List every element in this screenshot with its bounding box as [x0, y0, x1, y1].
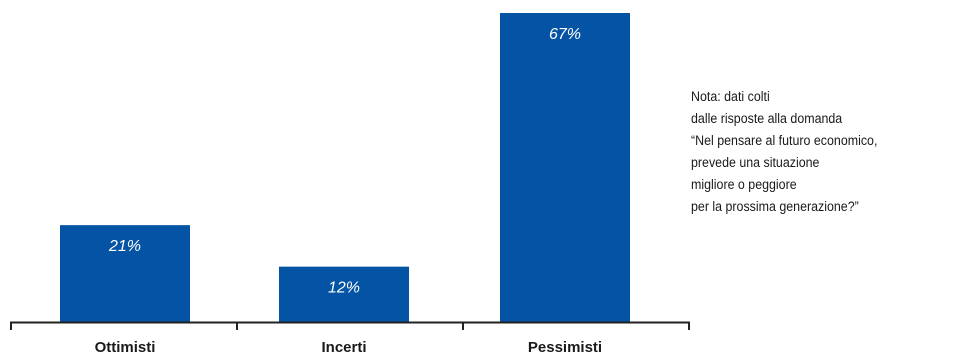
x-tick-label: Ottimisti [95, 339, 156, 356]
bars [60, 13, 630, 322]
note-line: per la prossima generazione?” [691, 199, 859, 214]
data-label: 12% [328, 280, 360, 297]
note-line: migliore o peggiore [691, 177, 797, 192]
bar-ottimisti [60, 225, 190, 322]
note-line: dalle risposte alla domanda [691, 111, 843, 126]
x-tick-label: Incerti [321, 339, 366, 356]
data-label: 21% [108, 238, 141, 255]
bar-incerti [279, 266, 409, 322]
x-tick-label: Pessimisti [528, 339, 602, 356]
data-label: 67% [549, 26, 581, 43]
x-axis-tick-labels: Ottimisti Incerti Pessimisti [95, 339, 603, 356]
note-line: Nota: dati colti [691, 89, 770, 104]
note-line: prevede una situazione [691, 155, 820, 170]
x-axis [10, 321, 690, 330]
bar-pessimisti [500, 13, 630, 322]
bar-chart: 21% 12% 67% Ottimisti Incerti Pessimisti [10, 13, 690, 356]
note-text: Nota: dati colti dalle risposte alla dom… [691, 86, 935, 218]
data-labels: 21% 12% 67% [108, 26, 581, 297]
note-line: “Nel pensare al futuro economico, [691, 133, 878, 148]
